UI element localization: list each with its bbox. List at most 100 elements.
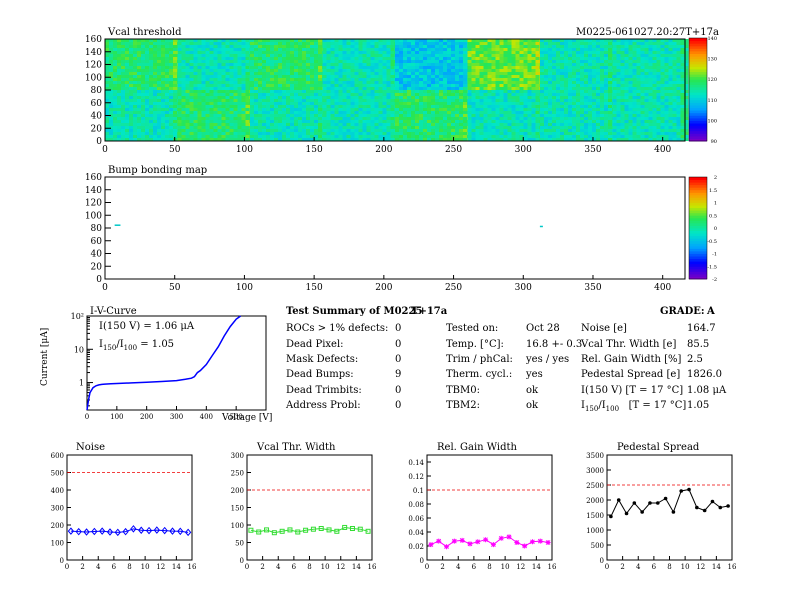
heatmap-cell bbox=[157, 126, 161, 129]
heatmap-cell bbox=[632, 111, 637, 114]
heatmap-cell bbox=[403, 78, 407, 81]
heatmap-cell bbox=[205, 75, 210, 78]
heatmap-cell bbox=[282, 42, 286, 45]
heatmap-cell bbox=[382, 111, 387, 114]
heatmap-cell bbox=[479, 126, 484, 129]
heatmap-cell bbox=[447, 108, 451, 111]
heatmap-cell bbox=[350, 114, 355, 117]
heatmap-cell bbox=[556, 120, 560, 123]
heatmap-cell bbox=[205, 57, 210, 60]
heatmap-cell bbox=[523, 87, 528, 90]
heatmap-cell bbox=[527, 51, 532, 54]
heatmap-cell bbox=[109, 111, 113, 114]
heatmap-cell bbox=[479, 42, 484, 45]
heatmap-cell bbox=[165, 57, 169, 60]
heatmap-cell bbox=[672, 60, 677, 63]
heatmap-cell bbox=[531, 96, 536, 99]
heatmap-cell bbox=[491, 117, 496, 120]
heatmap-cell bbox=[580, 129, 584, 132]
heatmap-cell bbox=[471, 132, 476, 135]
heatmap-cell bbox=[197, 84, 202, 87]
heatmap-cell bbox=[572, 75, 576, 78]
heatmap-cell bbox=[310, 138, 314, 141]
heatmap-cell bbox=[105, 45, 109, 48]
heatmap-cell bbox=[177, 111, 182, 114]
heatmap-cell bbox=[471, 87, 476, 90]
heatmap-cell bbox=[584, 66, 588, 69]
heatmap-cell bbox=[161, 120, 165, 123]
heatmap-cell bbox=[507, 93, 512, 96]
heatmap-cell bbox=[221, 54, 226, 57]
heatmap-cell bbox=[366, 78, 371, 81]
heatmap-cell bbox=[161, 87, 165, 90]
heatmap-cell bbox=[427, 66, 431, 69]
heatmap-cell bbox=[209, 42, 214, 45]
heatmap-cell bbox=[165, 99, 169, 102]
heatmap-cell bbox=[531, 75, 536, 78]
heatmap-cell bbox=[197, 117, 202, 120]
heatmap-cell bbox=[395, 39, 399, 42]
heatmap-cell bbox=[177, 75, 182, 78]
heatmap-cell bbox=[507, 69, 512, 72]
heatmap-cell bbox=[209, 63, 214, 66]
heatmap-cell bbox=[487, 117, 492, 120]
heatmap-cell bbox=[314, 120, 318, 123]
heatmap-cell bbox=[459, 81, 463, 84]
heatmap-cell bbox=[286, 69, 290, 72]
heatmap-cell bbox=[632, 72, 637, 75]
heatmap-cell bbox=[137, 135, 141, 138]
heatmap-cell bbox=[459, 108, 463, 111]
heatmap-cell bbox=[157, 69, 161, 72]
heatmap-cell bbox=[423, 48, 427, 51]
heatmap-cell bbox=[511, 84, 516, 87]
heatmap-cell bbox=[185, 63, 190, 66]
heatmap-cell bbox=[507, 126, 512, 129]
heatmap-cell bbox=[129, 75, 133, 78]
heatmap-cell bbox=[451, 93, 455, 96]
heatmap-cell bbox=[564, 108, 568, 111]
heatmap-cell bbox=[680, 105, 685, 108]
heatmap-cell bbox=[326, 84, 331, 87]
heatmap-cell bbox=[105, 54, 109, 57]
heatmap-cell bbox=[382, 57, 387, 60]
heatmap-cell bbox=[346, 45, 351, 48]
heatmap-cell bbox=[350, 111, 355, 114]
heatmap-cell bbox=[193, 90, 198, 93]
heatmap-cell bbox=[354, 75, 359, 78]
heatmap-cell bbox=[350, 123, 355, 126]
heatmap-cell bbox=[576, 111, 580, 114]
heatmap-cell bbox=[608, 66, 612, 69]
heatmap-cell bbox=[390, 63, 395, 66]
heatmap-cell bbox=[390, 129, 395, 132]
heatmap-cell bbox=[241, 114, 246, 117]
heatmap-cell bbox=[322, 63, 327, 66]
heatmap-cell bbox=[330, 132, 335, 135]
heatmap-cell bbox=[181, 87, 186, 90]
heatmap-cell bbox=[415, 78, 419, 81]
heatmap-cell bbox=[499, 51, 504, 54]
heatmap-cell bbox=[229, 39, 234, 42]
heatmap-cell bbox=[423, 42, 427, 45]
heatmap-cell bbox=[274, 39, 278, 42]
heatmap-cell bbox=[302, 102, 306, 105]
heatmap-cell bbox=[318, 51, 322, 54]
heatmap-cell bbox=[306, 132, 310, 135]
heatmap-cell bbox=[294, 45, 298, 48]
heatmap-cell bbox=[640, 72, 645, 75]
heatmap-cell bbox=[604, 117, 608, 120]
heatmap-cell bbox=[153, 111, 157, 114]
heatmap-cell bbox=[435, 123, 439, 126]
heatmap-cell bbox=[423, 60, 427, 63]
heatmap-cell bbox=[668, 81, 673, 84]
heatmap-cell bbox=[254, 93, 258, 96]
heatmap-cell bbox=[262, 72, 266, 75]
heatmap-cell bbox=[177, 135, 182, 138]
heatmap-cell bbox=[358, 51, 363, 54]
heatmap-cell bbox=[576, 135, 580, 138]
heatmap-cell bbox=[266, 78, 270, 81]
heatmap-cell bbox=[544, 138, 548, 141]
heatmap-cell bbox=[193, 75, 198, 78]
heatmap-cell bbox=[217, 51, 222, 54]
heatmap-cell bbox=[439, 129, 443, 132]
heatmap-cell bbox=[499, 132, 504, 135]
